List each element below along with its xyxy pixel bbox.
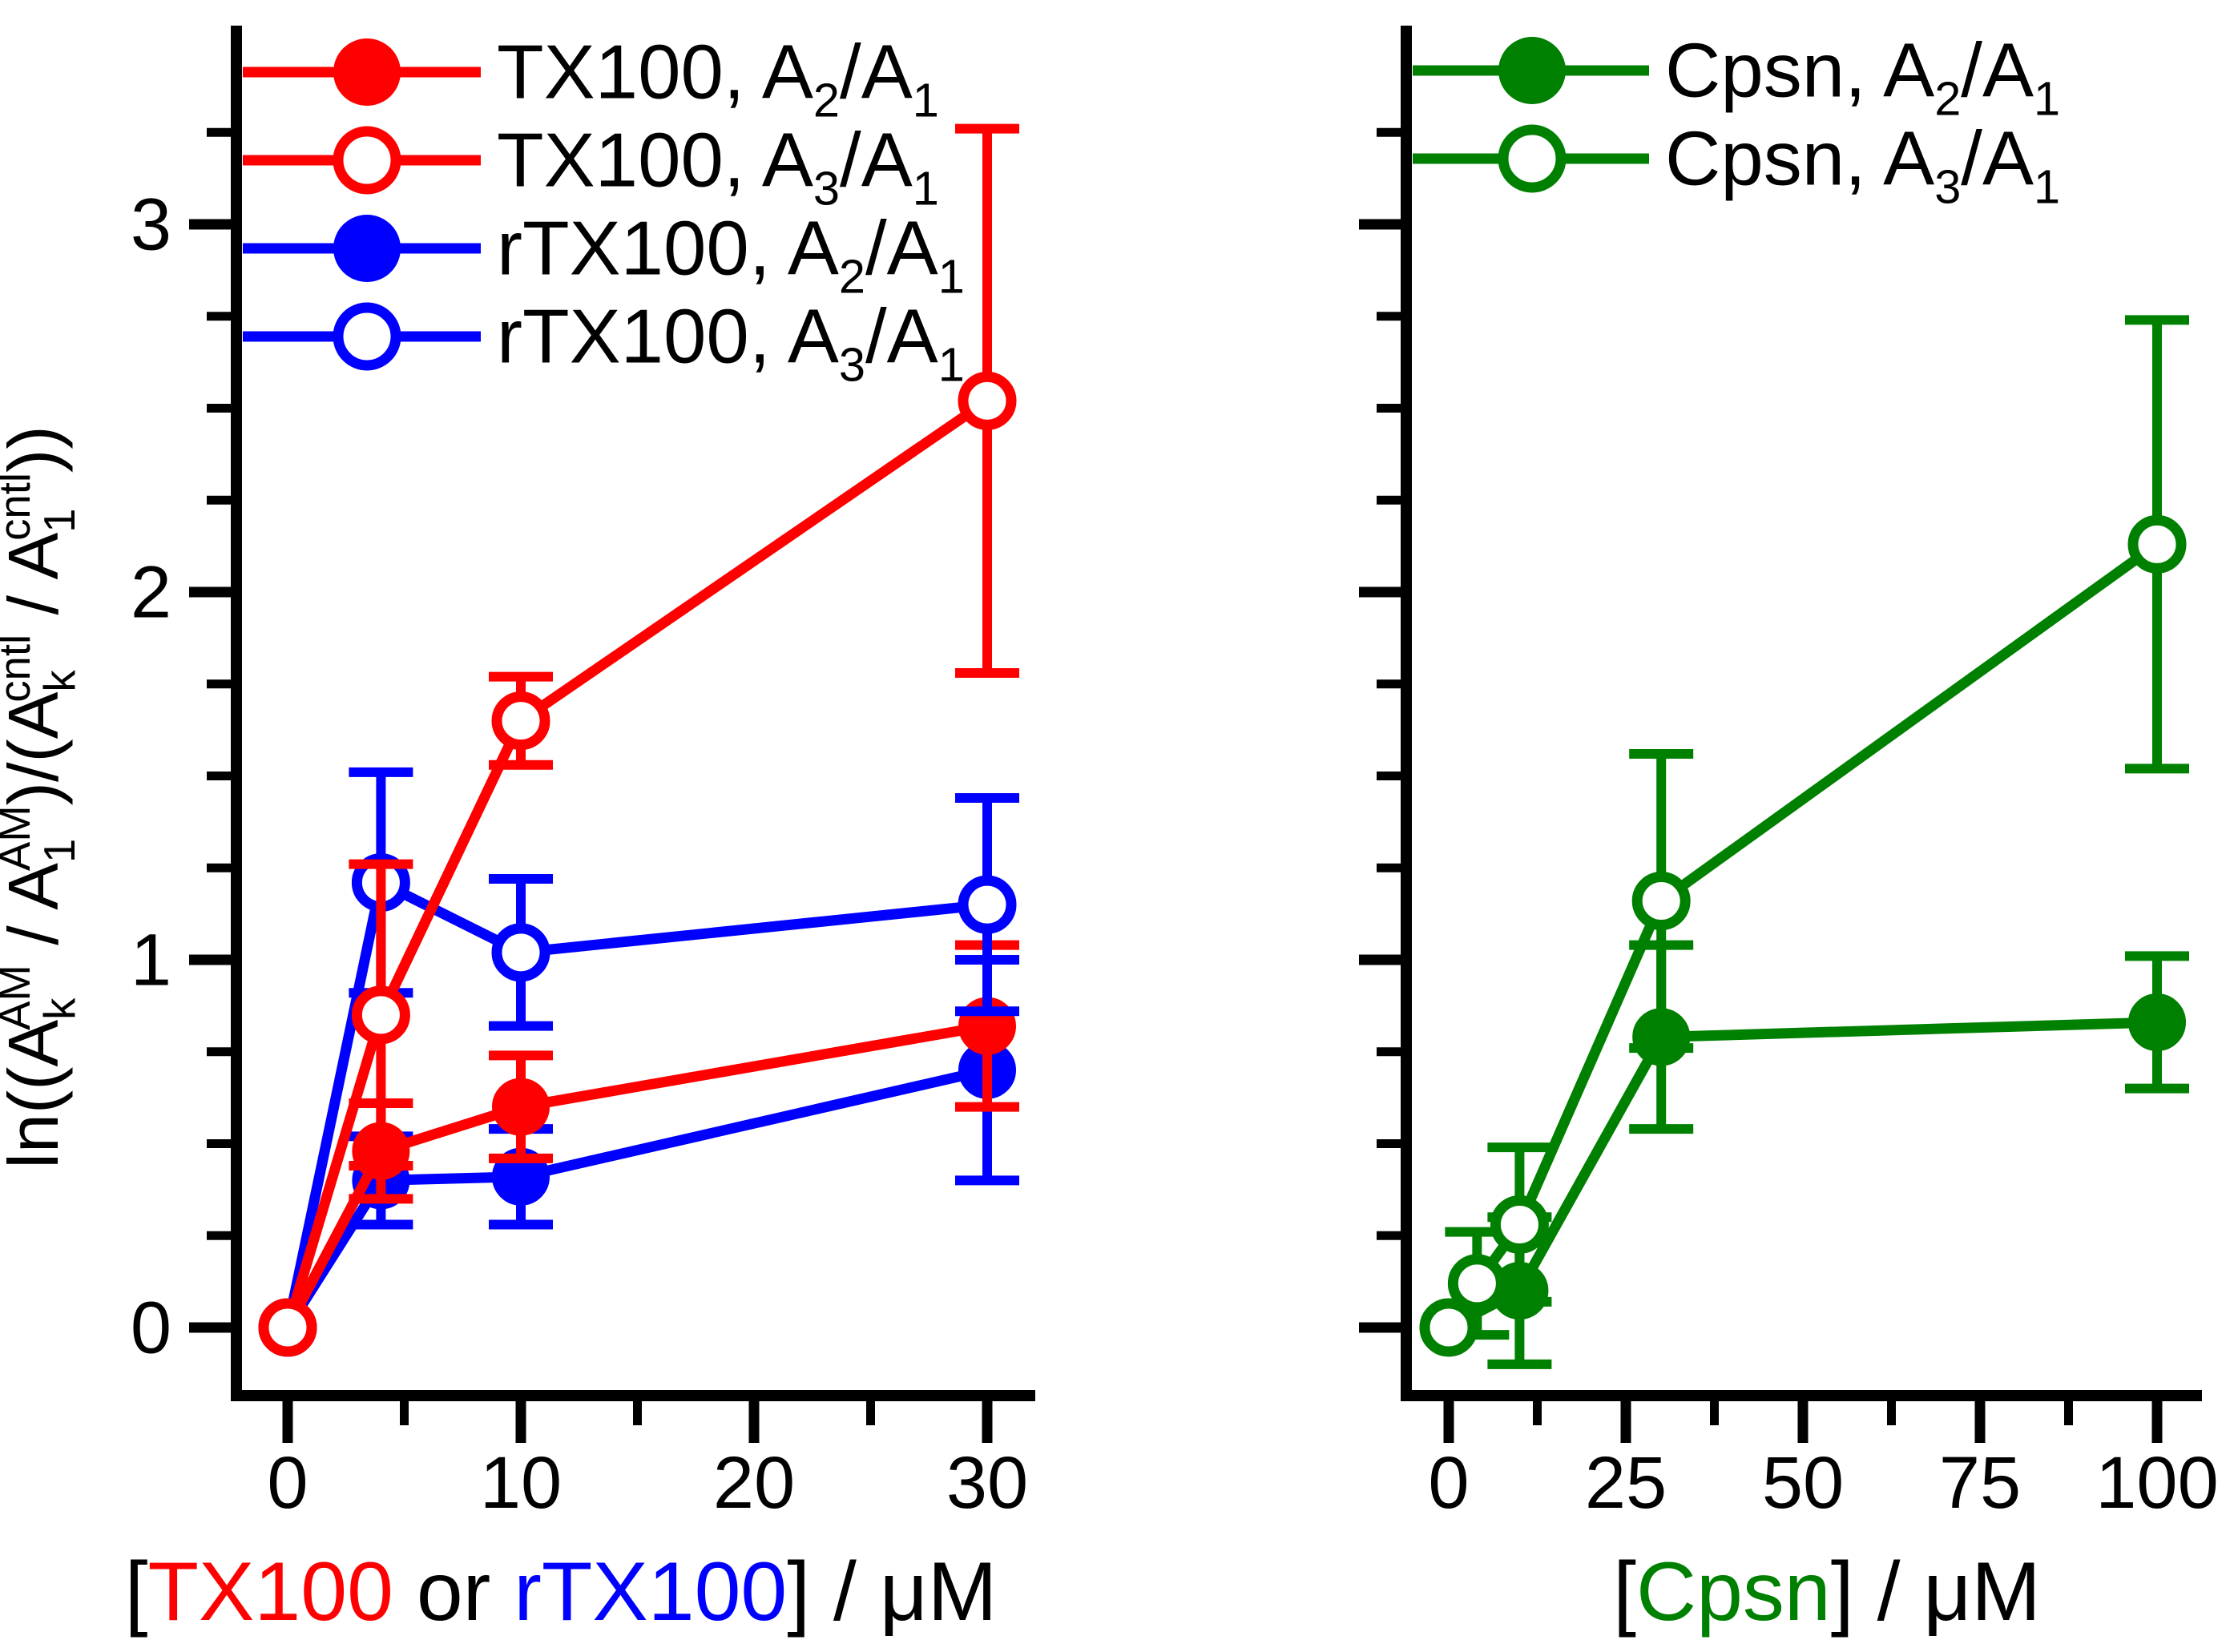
y-tick-label: 0	[131, 1287, 171, 1368]
series-tx100-a3-a1	[258, 123, 1019, 1357]
data-point-open-circle-icon	[491, 691, 550, 751]
legend-item: rTX100, A2/A1	[243, 206, 965, 304]
legend-label: Cpsn, A2/A1	[1665, 28, 2060, 126]
data-point-open-circle-icon	[958, 371, 1017, 430]
ticks	[1359, 127, 2163, 1443]
series-line	[283, 1021, 989, 1331]
y-axis-title: ln((AkAM / A1AM)/(Akcntl / A1cntl))	[0, 425, 84, 1168]
x-tick-label: 0	[267, 1442, 308, 1524]
y-tick-label: 1	[131, 919, 171, 1001]
legend-item: TX100, A2/A1	[243, 30, 939, 127]
series-line	[1444, 540, 2160, 1331]
x-tick-label: 20	[713, 1442, 795, 1524]
tick-labels: 0 25 50 75 100	[1428, 1442, 2218, 1524]
data-point-open-circle-icon	[2127, 514, 2187, 574]
data-point-open-circle-icon	[491, 923, 550, 982]
data-point-filled-circle-icon	[2128, 993, 2186, 1052]
y-tick-label: 2	[131, 551, 171, 633]
data-point-open-circle-icon	[1490, 1195, 1549, 1254]
x-tick-label: 75	[1939, 1442, 2021, 1524]
x-tick-label: 0	[1428, 1442, 1469, 1524]
data-point-open-circle-icon	[1631, 872, 1691, 931]
legend-item: TX100, A3/A1	[243, 118, 939, 216]
data-point-open-circle-icon	[1419, 1298, 1478, 1357]
data-point-open-circle-icon	[258, 1298, 317, 1357]
x-axis-title: [Cpsn] / μM	[1613, 1545, 2041, 1638]
legend-label: rTX100, A3/A1	[497, 294, 965, 392]
legend-open-circle-icon	[1498, 124, 1567, 193]
series-cpsn-a3-a1	[1419, 315, 2189, 1357]
x-tick-label: 25	[1585, 1442, 1667, 1524]
data-point-filled-circle-icon	[492, 1078, 550, 1136]
legend-item: Cpsn, A2/A1	[1413, 28, 2060, 126]
legend-filled-circle-icon	[333, 38, 401, 106]
series-line	[282, 875, 988, 1329]
legend-item: Cpsn, A3/A1	[1413, 116, 2060, 214]
legend-label: rTX100, A2/A1	[497, 206, 965, 304]
x-axis-title: [TX100 or rTX100] / μM	[125, 1545, 998, 1638]
x-tick-label: 10	[480, 1442, 562, 1524]
legend-filled-circle-icon	[1498, 37, 1566, 104]
legend-label: TX100, A2/A1	[497, 30, 939, 127]
data-point-open-circle-icon	[958, 875, 1017, 934]
legend-open-circle-icon	[333, 126, 401, 195]
axes	[231, 26, 1035, 1401]
ticks	[189, 127, 993, 1443]
series-line	[1446, 1017, 2158, 1332]
legend-label: TX100, A3/A1	[497, 118, 939, 216]
legend-label: Cpsn, A3/A1	[1665, 116, 2060, 214]
legend-filled-circle-icon	[333, 215, 401, 282]
axes	[1401, 26, 2202, 1401]
legend-item: rTX100, A3/A1	[243, 294, 965, 392]
data-point-open-circle-icon	[351, 985, 410, 1045]
data-point-open-circle-icon	[1447, 1254, 1506, 1313]
series-line	[282, 396, 990, 1329]
x-tick-label: 50	[1762, 1442, 1844, 1524]
legend-open-circle-icon	[333, 302, 401, 371]
x-tick-label: 30	[946, 1442, 1028, 1524]
series-line	[283, 1065, 989, 1331]
y-tick-label: 3	[131, 183, 171, 265]
x-tick-label: 100	[2095, 1442, 2219, 1524]
